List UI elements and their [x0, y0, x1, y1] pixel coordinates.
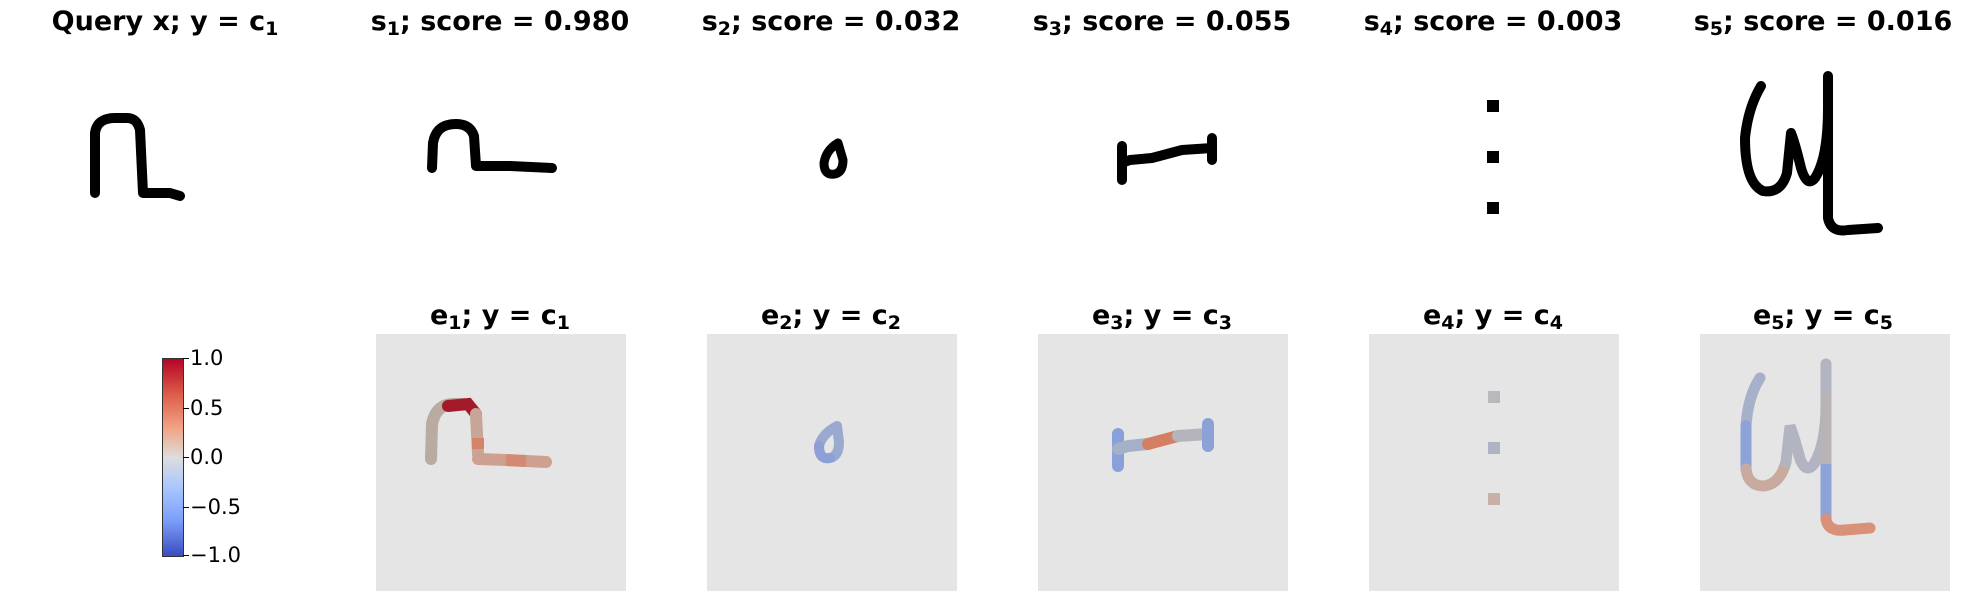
explanation-5-heatmap	[1700, 334, 1950, 591]
explanation-3-heatmap	[1038, 334, 1288, 591]
colorbar-label-half: 0.5	[190, 396, 224, 420]
sample-4-title: s4; score = 0.003	[1363, 6, 1623, 40]
colorbar-label-zero: 0.0	[190, 445, 224, 469]
colorbar-label-min: −1.0	[190, 543, 241, 567]
explanation-3-title: e3; y = c3	[1091, 300, 1233, 334]
colorbar-label-max: 1.0	[190, 346, 224, 370]
explanation-4-title: e4; y = c4	[1422, 300, 1564, 334]
sample-2-glyph	[731, 68, 931, 268]
query-glyph	[65, 68, 265, 268]
sample-1-glyph	[400, 68, 600, 268]
explanation-2-heatmap	[707, 334, 957, 591]
explanation-2-title: e2; y = c2	[760, 300, 902, 334]
explanation-1-title: e1; y = c1	[429, 300, 571, 334]
sample-4-glyph	[1393, 68, 1593, 268]
query-title: Query x; y = c1	[51, 6, 279, 40]
sample-5-glyph	[1723, 68, 1923, 268]
colorbar-tick	[183, 507, 189, 508]
colorbar-tick	[183, 408, 189, 409]
sample-5-title: s5; score = 0.016	[1693, 6, 1953, 40]
explanation-1-heatmap	[376, 334, 626, 591]
sample-3-glyph	[1062, 68, 1262, 268]
sample-1-title: s1; score = 0.980	[370, 6, 630, 40]
colorbar-tick	[183, 358, 189, 359]
colorbar	[162, 358, 184, 557]
colorbar-label-neg-half: −0.5	[190, 495, 241, 519]
colorbar-tick	[183, 555, 189, 556]
explanation-4-heatmap	[1369, 334, 1619, 591]
explanation-5-title: e5; y = c5	[1752, 300, 1894, 334]
colorbar-tick	[183, 457, 189, 458]
sample-3-title: s3; score = 0.055	[1032, 6, 1292, 40]
sample-2-title: s2; score = 0.032	[701, 6, 961, 40]
